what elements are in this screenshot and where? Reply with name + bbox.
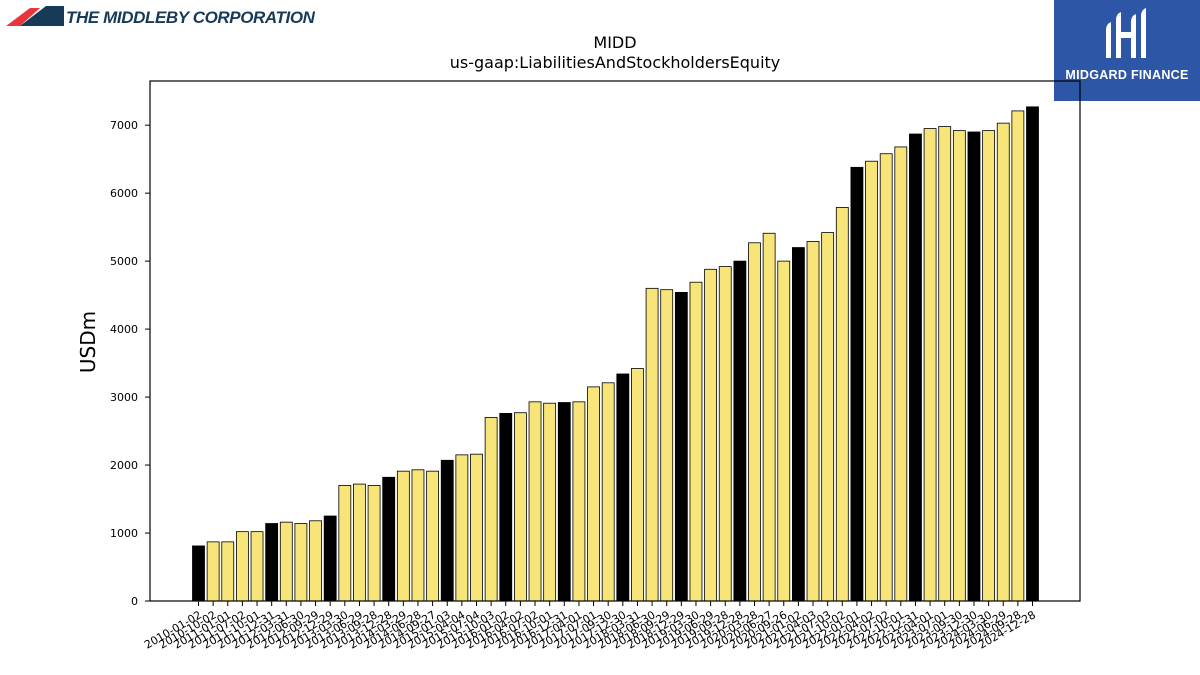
bar-2024-09-28: [1011, 110, 1025, 602]
chart-subtitle: us-gaap:LiabilitiesAndStockholdersEquity: [450, 53, 781, 72]
bar-2013-12-28: [382, 476, 396, 602]
bar-2016-04-02: [514, 412, 527, 602]
bar-2015-07-04: [470, 453, 483, 602]
bar-2021-07-03: [821, 232, 835, 602]
y-tick-label: 4000: [110, 323, 138, 336]
bar-2020-03-28: [748, 242, 761, 602]
bar-2013-03-30: [338, 485, 352, 602]
bar-2022-01-01: [850, 166, 864, 602]
y-axis-label: USDm: [76, 311, 100, 373]
midgard-logo-icon: [1106, 8, 1146, 58]
bar-2016-01-02: [499, 412, 513, 602]
bar-2022-12-31: [909, 133, 922, 602]
company-name: THE MIDDLEBY CORPORATION: [66, 8, 315, 27]
bar-2011-07-02: [235, 531, 249, 602]
bar-2013-06-29: [353, 483, 366, 602]
bar-2024-03-30: [982, 130, 996, 602]
y-tick-label: 3000: [110, 391, 138, 404]
bar-2021-01-02: [792, 247, 805, 602]
bar-2017-09-30: [601, 382, 615, 602]
bar-2012-06-30: [294, 523, 308, 602]
y-tick-label: 0: [131, 595, 138, 608]
bar-2011-10-01: [250, 531, 264, 602]
bar-2023-09-30: [952, 130, 966, 602]
bar-2012-12-29: [323, 515, 337, 602]
y-tick-label: 5000: [110, 255, 138, 268]
brand-name: MIDGARD FINANCE: [1065, 68, 1189, 82]
bar-2024-12-28: [1026, 106, 1039, 602]
bar-2011-12-31: [265, 523, 279, 602]
bars-layer: [192, 106, 1039, 602]
bar-2011-01-01: [221, 541, 235, 602]
bar-2017-12-30: [616, 373, 630, 602]
bar-2019-09-28: [718, 266, 732, 602]
chart-title: MIDD: [593, 33, 636, 52]
bar-2013-09-28: [367, 485, 381, 602]
company-logo: THE MIDDLEBY CORPORATION: [6, 4, 315, 30]
bar-2010-01-02: [192, 545, 205, 602]
bar-2020-09-26: [777, 260, 791, 602]
bar-2010-10-02: [206, 541, 220, 602]
bar-2016-10-01: [543, 402, 557, 602]
bar-2017-07-01: [587, 386, 600, 602]
y-ticks-layer: 0 1000 2000 3000 4000 5000 6000 7000: [110, 119, 150, 608]
bar-2015-10-03: [484, 417, 498, 602]
bar-2015-04-04: [455, 454, 469, 602]
x-ticks-layer: 2010-01-022010-10-022011-01-012011-07-02…: [142, 601, 1038, 652]
bar-2019-12-28: [733, 260, 747, 602]
bar-2014-03-29: [396, 470, 410, 602]
bar-2024-06-29: [996, 122, 1010, 602]
bar-2022-10-01: [894, 146, 908, 602]
bar-2022-04-02: [865, 160, 878, 602]
bar-2022-07-02: [879, 153, 893, 602]
bar-2023-12-30: [967, 131, 981, 602]
bar-2023-07-01: [938, 126, 952, 602]
bar-2012-03-31: [279, 521, 293, 602]
bar-2020-06-27: [762, 232, 776, 602]
bar-2012-09-29: [309, 520, 322, 602]
bar-2018-06-30: [645, 287, 659, 602]
bar-2019-06-29: [704, 268, 718, 602]
bar-2021-10-02: [835, 207, 849, 602]
brand-logo: MIDGARD FINANCE: [1054, 0, 1200, 101]
bar-2017-04-01: [572, 401, 586, 602]
bar-2015-01-03: [440, 459, 454, 602]
bar-2014-06-28: [411, 469, 425, 602]
y-tick-label: 2000: [110, 459, 138, 472]
bar-2019-03-30: [689, 281, 703, 602]
y-tick-label: 1000: [110, 527, 138, 540]
bar-2021-04-03: [806, 241, 820, 602]
bar-2014-09-27: [426, 470, 440, 602]
middleby-logo-icon: [6, 6, 64, 26]
bar-2018-12-29: [674, 291, 688, 602]
bar-2018-03-31: [631, 368, 644, 602]
bar-2023-04-01: [923, 128, 937, 602]
bar-2018-09-29: [660, 289, 674, 602]
bar-2016-07-02: [528, 401, 542, 602]
y-tick-label: 6000: [110, 187, 138, 200]
plot-frame: [149, 80, 1081, 602]
bar-2016-12-31: [557, 402, 571, 602]
y-tick-label: 7000: [110, 119, 138, 132]
